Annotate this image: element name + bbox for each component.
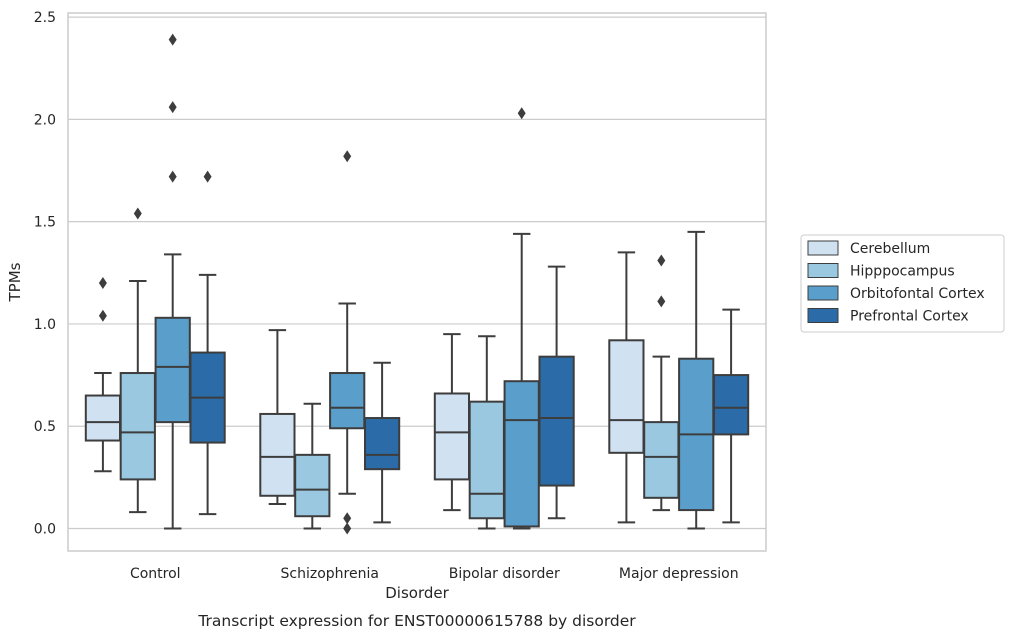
box-body [538, 355, 575, 487]
box [468, 335, 505, 530]
outlier-point [343, 150, 352, 163]
box-body [154, 316, 191, 424]
legend-frame [800, 234, 1005, 333]
chart-caption: Transcript expression for ENST0000061578… [197, 612, 636, 630]
y-tick-label: 2.0 [34, 112, 56, 128]
outlier-point [98, 277, 107, 290]
x-tick-labels: Control Schizophrenia Bipolar disorder Majo… [130, 566, 739, 582]
plot-area-frame [67, 12, 767, 552]
legend-swatch [807, 308, 839, 323]
box-body [84, 394, 122, 442]
x-tick-label: Schizophrenia [281, 566, 379, 582]
series-orbitofontal-cortex [154, 33, 715, 535]
outlier-point [168, 101, 177, 114]
box [433, 333, 471, 512]
box [608, 251, 645, 524]
y-tick-labels: 0.0 0.5 1.0 1.5 2.0 2.5 [34, 10, 56, 537]
x-tick-label: Control [130, 566, 181, 582]
box [189, 170, 226, 516]
box-body [294, 453, 331, 518]
x-axis-label: Disorder [385, 584, 449, 602]
y-tick-label: 2.5 [34, 10, 56, 26]
outlier-point [168, 170, 177, 183]
box-body [119, 372, 156, 481]
box-body [503, 380, 540, 528]
box [329, 150, 366, 535]
box [84, 277, 122, 473]
box-body [712, 374, 750, 436]
box [712, 308, 750, 524]
outlier-point [168, 33, 177, 46]
box-groups [84, 33, 750, 535]
box-body [608, 339, 645, 454]
outlier-point [343, 512, 352, 525]
box-body [433, 392, 471, 481]
box [678, 230, 715, 530]
box-body [643, 421, 680, 499]
box [503, 107, 540, 530]
legend-label: Prefrontal Cortex [850, 309, 969, 325]
box [363, 361, 401, 524]
legend: Cerebellum Hipppocampus Orbitofontal Corte… [800, 234, 1005, 333]
y-tick-label: 1.0 [34, 317, 56, 333]
y-tick-label: 0.5 [34, 419, 56, 435]
box [259, 329, 296, 505]
box-body [329, 372, 366, 430]
box [643, 254, 680, 512]
series-hipppocampus [119, 207, 680, 530]
outlier-point [133, 207, 142, 220]
box [154, 33, 191, 530]
y-tick-label: 0.0 [34, 521, 56, 537]
box [294, 402, 331, 530]
legend-label: Hipppocampus [850, 264, 955, 280]
outlier-point [517, 107, 526, 120]
box-body [259, 412, 296, 497]
series-prefrontal-cortex [189, 170, 750, 524]
box-body [468, 400, 505, 520]
box [119, 207, 156, 514]
box [538, 265, 575, 520]
outlier-point [98, 309, 107, 322]
legend-swatch [807, 263, 839, 278]
outlier-point [657, 295, 666, 308]
legend-label: Cerebellum [850, 241, 930, 257]
outlier-point [343, 522, 352, 535]
legend-label: Orbitofontal Cortex [850, 286, 985, 302]
x-tick-label: Major depression [619, 566, 739, 582]
legend-swatch [807, 240, 839, 256]
series-cerebellum [84, 251, 645, 524]
y-tick-label: 1.5 [34, 215, 56, 231]
y-axis-label: TPMs [6, 262, 24, 302]
box-body [363, 417, 401, 471]
x-tick-label: Bipolar disorder [449, 566, 560, 582]
outlier-point [657, 254, 666, 267]
legend-swatch [807, 285, 839, 301]
outlier-point [203, 170, 212, 183]
